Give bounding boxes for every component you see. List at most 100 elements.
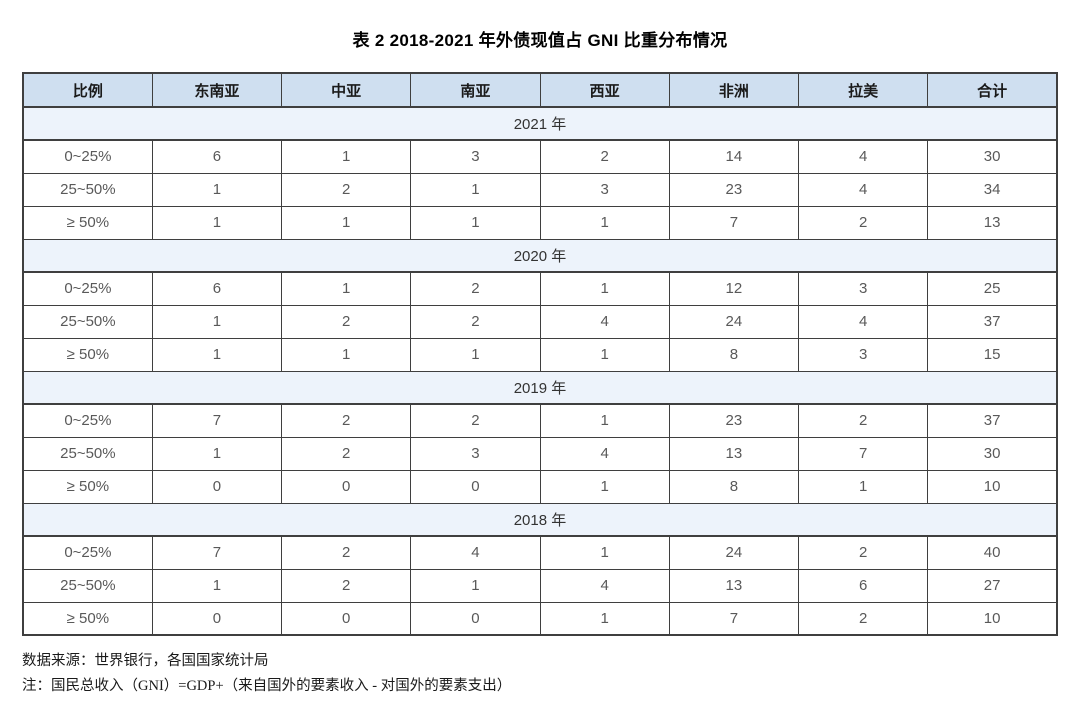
- table-cell: 2: [280, 568, 412, 603]
- data-table: 比例 东南亚 中亚 南亚 西亚 非洲 拉美 合计 2021 年 0~25% 6 1 3 2…: [22, 72, 1058, 636]
- table-cell: 1: [151, 304, 283, 339]
- year-label: 2020 年: [22, 238, 1058, 273]
- table-row: 25~50% 1 2 1 4 13 6 27: [22, 568, 1058, 603]
- table-cell: 0: [151, 601, 283, 636]
- year-label: 2021 年: [22, 106, 1058, 141]
- table-cell: 13: [668, 436, 800, 471]
- table-cell: 6: [797, 568, 929, 603]
- table-cell: 7: [668, 205, 800, 240]
- table-row: 0~25% 6 1 2 1 12 3 25: [22, 271, 1058, 306]
- column-header-total: 合计: [927, 72, 1058, 108]
- table-cell: 1: [151, 568, 283, 603]
- column-header-ratio: 比例: [22, 72, 153, 108]
- table-row: 25~50% 1 2 2 4 24 4 37: [22, 304, 1058, 339]
- table-row: 25~50% 1 2 1 3 23 4 34: [22, 172, 1058, 207]
- year-label: 2019 年: [22, 370, 1058, 405]
- table-cell: 6: [151, 139, 283, 174]
- table-row: 25~50% 1 2 3 4 13 7 30: [22, 436, 1058, 471]
- table-cell: 6: [151, 271, 283, 306]
- table-header: 比例 东南亚 中亚 南亚 西亚 非洲 拉美 合计: [22, 72, 1058, 108]
- footnotes: 数据来源：世界银行，各国国家统计局 注：国民总收入（GNI）=GDP+（来自国外…: [22, 649, 1080, 699]
- column-header-africa: 非洲: [668, 72, 800, 108]
- footnote-note: 注：国民总收入（GNI）=GDP+（来自国外的要素收入 - 对国外的要素支出）: [22, 677, 512, 694]
- table-cell: 27: [927, 568, 1058, 603]
- table-cell: 37: [927, 403, 1058, 438]
- table-cell: 13: [927, 205, 1058, 240]
- table-cell: 1: [280, 139, 412, 174]
- table-cell: 0: [151, 469, 283, 504]
- table-cell: 2: [797, 601, 929, 636]
- ratio-range-label: 0~25%: [22, 403, 153, 438]
- ratio-range-label: ≥ 50%: [22, 205, 153, 240]
- table-cell: 1: [539, 469, 670, 504]
- column-header-southeast-asia: 东南亚: [151, 72, 283, 108]
- table-title: 表 2 2018-2021 年外债现值占 GNI 比重分布情况: [352, 31, 728, 50]
- table-row: ≥ 50% 0 0 0 1 7 2 10: [22, 601, 1058, 636]
- table-cell: 4: [410, 535, 541, 570]
- column-header-south-asia: 南亚: [410, 72, 541, 108]
- table-cell: 10: [927, 601, 1058, 636]
- table-cell: 30: [927, 436, 1058, 471]
- table-cell: 1: [539, 403, 670, 438]
- table-cell: 0: [410, 469, 541, 504]
- table-cell: 23: [668, 403, 800, 438]
- table-cell: 1: [280, 337, 412, 372]
- year-band-row: 2021 年: [22, 106, 1058, 141]
- table-cell: 2: [539, 139, 670, 174]
- table-row: ≥ 50% 0 0 0 1 8 1 10: [22, 469, 1058, 504]
- table-cell: 1: [151, 205, 283, 240]
- ratio-range-label: 25~50%: [22, 172, 153, 207]
- table-cell: 3: [797, 337, 929, 372]
- table-cell: 12: [668, 271, 800, 306]
- table-cell: 24: [668, 535, 800, 570]
- ratio-range-label: 0~25%: [22, 535, 153, 570]
- table-cell: 7: [668, 601, 800, 636]
- table-cell: 1: [410, 205, 541, 240]
- ratio-range-label: 0~25%: [22, 139, 153, 174]
- table-cell: 1: [797, 469, 929, 504]
- table-cell: 8: [668, 337, 800, 372]
- year-band-row: 2018 年: [22, 502, 1058, 537]
- table-cell: 1: [151, 337, 283, 372]
- table-cell: 34: [927, 172, 1058, 207]
- ratio-range-label: ≥ 50%: [22, 337, 153, 372]
- table-cell: 1: [539, 271, 670, 306]
- table-cell: 4: [797, 139, 929, 174]
- table-cell: 2: [797, 205, 929, 240]
- table-cell: 7: [151, 535, 283, 570]
- table-cell: 23: [668, 172, 800, 207]
- table-cell: 1: [151, 172, 283, 207]
- table-cell: 1: [410, 172, 541, 207]
- table-cell: 3: [410, 436, 541, 471]
- year-band-row: 2020 年: [22, 238, 1058, 273]
- ratio-range-label: 25~50%: [22, 304, 153, 339]
- table-cell: 4: [539, 568, 670, 603]
- table-row: ≥ 50% 1 1 1 1 7 2 13: [22, 205, 1058, 240]
- table-cell: 1: [539, 337, 670, 372]
- table-cell: 4: [797, 172, 929, 207]
- table-cell: 3: [539, 172, 670, 207]
- table-cell: 15: [927, 337, 1058, 372]
- table-cell: 8: [668, 469, 800, 504]
- ratio-range-label: 25~50%: [22, 436, 153, 471]
- table-cell: 3: [410, 139, 541, 174]
- table-cell: 3: [797, 271, 929, 306]
- table-cell: 40: [927, 535, 1058, 570]
- column-header-central-asia: 中亚: [280, 72, 412, 108]
- table-cell: 2: [280, 403, 412, 438]
- table-cell: 2: [280, 172, 412, 207]
- table-cell: 30: [927, 139, 1058, 174]
- table-cell: 1: [280, 271, 412, 306]
- ratio-range-label: 25~50%: [22, 568, 153, 603]
- table-row: 0~25% 7 2 2 1 23 2 37: [22, 403, 1058, 438]
- table-cell: 1: [539, 535, 670, 570]
- table-cell: 2: [410, 271, 541, 306]
- ratio-range-label: ≥ 50%: [22, 469, 153, 504]
- column-header-west-asia: 西亚: [539, 72, 670, 108]
- table-cell: 2: [797, 403, 929, 438]
- table-cell: 0: [410, 601, 541, 636]
- table-cell: 0: [280, 601, 412, 636]
- table-cell: 7: [151, 403, 283, 438]
- table-cell: 0: [280, 469, 412, 504]
